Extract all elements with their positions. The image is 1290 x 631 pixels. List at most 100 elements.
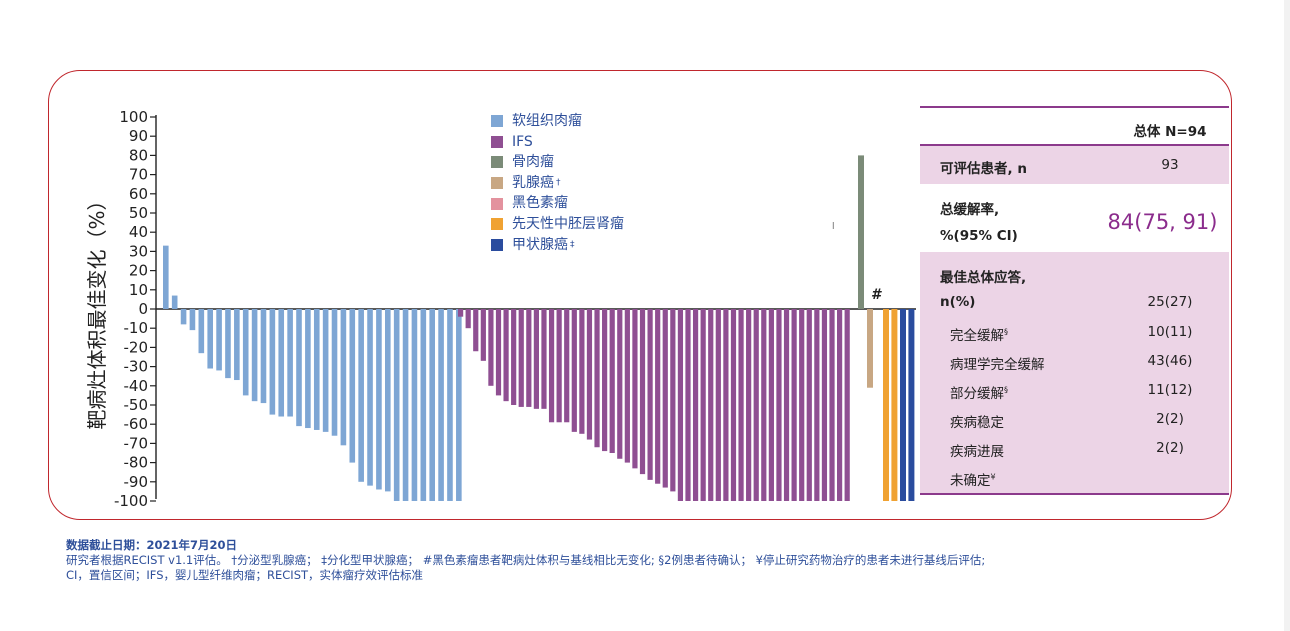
bar xyxy=(198,309,205,354)
bar xyxy=(260,309,267,404)
y-tick-label: -70 xyxy=(124,434,149,452)
y-axis: 1009080706050403020100-10-20-30-40-50-60… xyxy=(114,108,916,510)
bar xyxy=(738,309,744,501)
bar xyxy=(571,309,577,432)
legend-item: 乳腺癌 † xyxy=(491,173,624,194)
melanoma-annotation: # xyxy=(871,287,881,303)
legend-item: 甲状腺癌 ‡ xyxy=(491,235,624,256)
bar xyxy=(908,309,915,501)
y-tick-label: -60 xyxy=(124,415,149,433)
chart-frame xyxy=(48,70,1232,520)
y-tick-label: 40 xyxy=(129,223,148,241)
y-tick-label: 10 xyxy=(129,281,148,299)
bar xyxy=(518,309,524,407)
bar xyxy=(180,309,187,325)
legend-swatch xyxy=(491,177,503,190)
bar xyxy=(799,309,805,501)
bar xyxy=(723,309,729,501)
response-row-value: 11(12) xyxy=(1147,382,1193,398)
bar xyxy=(761,309,767,501)
bar xyxy=(278,309,285,417)
footnote-mark: § xyxy=(1004,327,1008,337)
bar xyxy=(639,309,646,475)
bar xyxy=(579,309,585,434)
bar xyxy=(305,309,311,429)
bar xyxy=(891,309,898,501)
bar xyxy=(456,309,462,501)
bar xyxy=(340,309,347,446)
footnote-line-2: 研究者根据RECIST v1.1评估。 †分泌型乳腺癌； ‡分化型甲状腺癌； #… xyxy=(66,553,986,567)
response-row-label: 完全缓解§ xyxy=(950,327,1008,345)
bar xyxy=(776,309,782,501)
bar xyxy=(207,309,213,369)
bar xyxy=(700,309,706,501)
y-tick-label: -10 xyxy=(124,319,149,337)
legend-swatch xyxy=(491,218,503,231)
bar xyxy=(313,309,320,430)
bar xyxy=(376,309,382,490)
page-scrollbar[interactable] xyxy=(1284,0,1290,631)
bar xyxy=(746,309,752,501)
bar xyxy=(234,309,240,381)
bar xyxy=(473,309,479,352)
table-rule xyxy=(920,493,1229,495)
bar xyxy=(685,309,691,501)
bar xyxy=(900,309,906,501)
legend-footnote-mark: † xyxy=(556,177,561,188)
bar xyxy=(411,309,418,501)
legend-label: 甲状腺癌 xyxy=(512,236,568,253)
bar xyxy=(511,309,517,405)
orr-row: 总缓解率, %(95% CI) 84(75, 91) xyxy=(920,186,1229,252)
bar xyxy=(806,309,812,501)
legend-label: 软组织肉瘤 xyxy=(512,113,582,129)
bar xyxy=(829,309,835,501)
legend-label: IFS xyxy=(512,133,533,150)
bor-block: 最佳总体应答, n(%) 25(27) 完全缓解§ 10(11) 病理学完全缓解 43… xyxy=(920,252,1229,494)
bar xyxy=(495,309,502,396)
bar xyxy=(420,309,427,501)
bar xyxy=(269,309,276,415)
bar xyxy=(163,245,169,309)
bar xyxy=(358,309,364,482)
y-tick-label: -90 xyxy=(124,473,149,491)
response-row-label: 疾病进展 xyxy=(950,444,1004,460)
bar xyxy=(541,309,547,409)
bar xyxy=(251,309,258,402)
y-tick-label: 90 xyxy=(129,127,148,145)
table-rule xyxy=(920,144,1229,146)
legend-label: 黑色素瘤 xyxy=(512,195,568,212)
bar xyxy=(586,309,593,440)
y-tick-label: 0 xyxy=(138,300,148,318)
orr-value: 84(75, 91) xyxy=(1107,210,1218,234)
bar xyxy=(465,309,471,329)
bar xyxy=(393,309,400,501)
bor-value: 25(27) xyxy=(1147,294,1193,310)
response-row-label: 病理学完全缓解 xyxy=(950,357,1045,373)
evaluable-label: 可评估患者, n xyxy=(940,161,1027,177)
chart-legend: 软组织肉瘤 IFS 骨肉瘤 乳腺癌 † 黑色素瘤 先天性中胚层肾瘤 甲状腺癌 ‡ xyxy=(491,111,624,255)
bar xyxy=(322,309,329,432)
bar xyxy=(385,309,391,492)
bar xyxy=(692,309,699,501)
legend-swatch xyxy=(491,197,503,210)
bar xyxy=(837,309,843,501)
bar xyxy=(287,309,293,417)
legend-footnote-mark: ‡ xyxy=(570,239,575,250)
legend-item: 黑色素瘤 xyxy=(491,193,624,214)
bar xyxy=(602,309,608,452)
orr-label-2: %(95% CI) xyxy=(940,228,1018,244)
bar xyxy=(647,309,653,480)
bar xyxy=(480,309,486,361)
table-header: 总体 N=94 xyxy=(1133,124,1207,140)
bar xyxy=(730,309,737,501)
response-row-label: 部分缓解§ xyxy=(950,385,1008,403)
legend-swatch xyxy=(491,156,503,169)
bar xyxy=(655,309,661,484)
bar xyxy=(768,309,774,501)
bar xyxy=(429,309,435,501)
legend-item: IFS xyxy=(491,132,624,153)
bar xyxy=(677,309,684,501)
bar xyxy=(367,309,373,486)
footnote-mark: ¥ xyxy=(990,472,996,482)
y-tick-label: 70 xyxy=(129,166,148,184)
